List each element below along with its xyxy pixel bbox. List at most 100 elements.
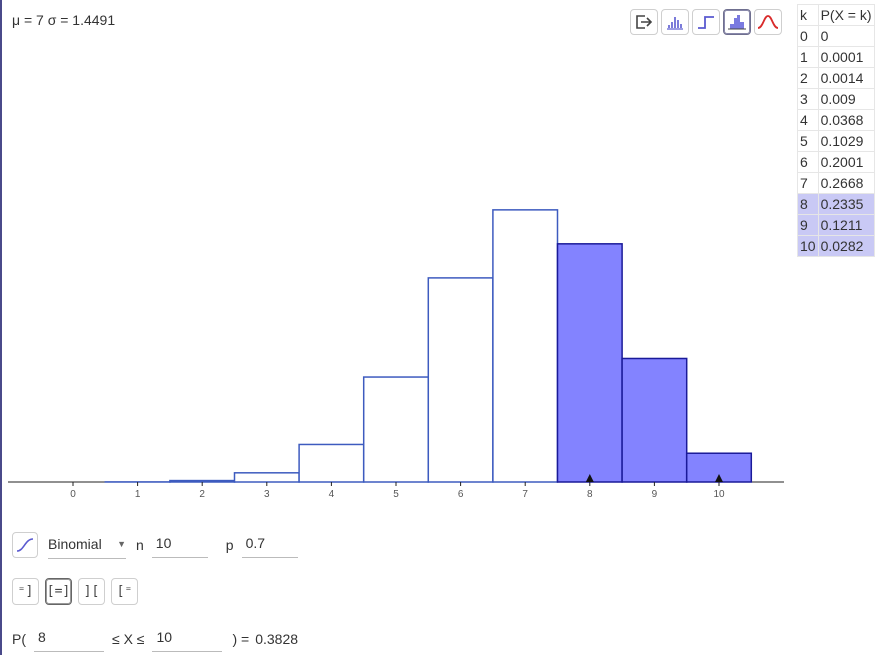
- histogram-bar: [492, 209, 559, 483]
- histogram-bar: [621, 357, 688, 483]
- table-cell-prob: 0.0001: [817, 46, 875, 68]
- cumulative-curve-icon: [16, 537, 34, 552]
- table-cell-k: 5: [797, 130, 819, 152]
- table-cell-prob: 0.2001: [817, 151, 875, 173]
- table-cell-k: 6: [797, 151, 819, 173]
- table-row: 3 0.009: [797, 88, 875, 110]
- x-tick-label: 2: [199, 489, 205, 500]
- interval-icon: [=]: [46, 584, 71, 599]
- histogram-bar: [556, 243, 623, 483]
- table-row: 10 0.0282: [797, 235, 875, 257]
- p-input-value: 0.7: [245, 535, 266, 551]
- interval-button[interactable]: [=]: [45, 578, 72, 605]
- probability-result: 0.3828: [255, 630, 299, 647]
- table-cell-prob: 0.1029: [817, 130, 875, 152]
- table-cell-k: 3: [797, 88, 819, 110]
- prob-middle: ≤ X ≤: [112, 630, 145, 647]
- table-row: 7 0.2668: [797, 172, 875, 194]
- table-cell-prob: 0.009: [817, 88, 875, 110]
- histogram-bar: [427, 277, 494, 483]
- upper-bound-value: 10: [156, 629, 173, 645]
- x-tick-label: 4: [329, 489, 335, 500]
- table-cell-k: 7: [797, 172, 819, 194]
- lower-bound-input[interactable]: 8: [34, 625, 104, 652]
- histogram-bar: [362, 376, 430, 483]
- probability-table: k P(X = k) 0 0 1 0.0001 2 0.0014 3 0.009 4 0.0368…: [797, 4, 875, 257]
- x-tick-label: 6: [458, 489, 464, 500]
- normal-curve-icon: [757, 15, 779, 29]
- table-cell-prob: 0.2668: [817, 172, 875, 194]
- step-graph-button[interactable]: [692, 9, 720, 35]
- table-cell-prob: 0.0014: [817, 67, 875, 89]
- two-tailed-icon: ][: [83, 584, 100, 599]
- n-label: n: [136, 536, 144, 553]
- table-row: 8 0.2335: [797, 193, 875, 215]
- x-tick-label: 7: [522, 489, 528, 500]
- p-input[interactable]: 0.7: [241, 531, 298, 558]
- histogram-chart: 0 1 2 3 4 5 6 7 8 9 10: [8, 209, 784, 500]
- table-cell-k: 9: [797, 214, 819, 236]
- table-cell-prob: 0.0368: [817, 109, 875, 131]
- left-sided-icon: ⁼]: [17, 584, 34, 599]
- histogram-bar: [169, 479, 236, 483]
- table-row: 5 0.1029: [797, 130, 875, 152]
- table-row: 9 0.1211: [797, 214, 875, 236]
- histogram-bar: [233, 472, 300, 483]
- bar-graph-button[interactable]: [661, 9, 689, 35]
- table-cell-prob: 0: [817, 25, 875, 47]
- right-sided-icon: [⁼: [116, 584, 133, 599]
- table-cell-k: 1: [797, 46, 819, 68]
- cumulative-toggle-button[interactable]: [12, 531, 38, 558]
- histogram-bar: [298, 443, 365, 483]
- view-toolbar: [630, 9, 782, 35]
- normal-curve-button[interactable]: [754, 9, 782, 35]
- export-button[interactable]: [630, 9, 658, 35]
- prob-suffix: ) =: [232, 630, 250, 647]
- x-tick-label: 1: [135, 489, 141, 500]
- distribution-select-value: Binomial: [48, 536, 102, 552]
- table-row: 6 0.2001: [797, 151, 875, 173]
- n-input[interactable]: 10: [151, 531, 208, 558]
- right-sided-button[interactable]: [⁼: [111, 578, 138, 605]
- distribution-select[interactable]: Binomial ▼: [48, 530, 126, 559]
- table-row: 2 0.0014: [797, 67, 875, 89]
- table-row: 4 0.0368: [797, 109, 875, 131]
- bar-graph-icon: [667, 17, 683, 30]
- upper-bound-input[interactable]: 10: [152, 625, 223, 652]
- table-cell-k: 4: [797, 109, 819, 131]
- x-tick-label: 8: [587, 489, 593, 500]
- x-tick-label: 3: [264, 489, 270, 500]
- histogram-button[interactable]: [723, 9, 751, 35]
- p-label: p: [225, 536, 234, 553]
- x-tick-label: 5: [393, 489, 399, 500]
- left-sided-button[interactable]: ⁼]: [12, 578, 39, 605]
- table-cell-prob: 0.1211: [817, 214, 875, 236]
- export-icon: [636, 15, 653, 29]
- distribution-row: Binomial ▼ n 10 p 0.7: [12, 530, 298, 559]
- n-input-value: 10: [155, 535, 172, 551]
- histogram-icon: [728, 15, 746, 30]
- interval-type-buttons: ⁼] [=] ][ [⁼: [12, 578, 138, 605]
- mean-sd-readout: μ = 7 σ = 1.4491: [12, 12, 116, 28]
- table-cell-prob: 0.0282: [817, 235, 875, 257]
- x-tick-label: 10: [713, 489, 725, 500]
- bound-marker[interactable]: [715, 474, 723, 482]
- table-header-k: k: [797, 4, 819, 26]
- table-cell-prob: 0.2335: [817, 193, 875, 215]
- table-header-prob: P(X = k): [817, 4, 875, 26]
- table-cell-k: 0: [797, 25, 819, 47]
- table-cell-k: 8: [797, 193, 819, 215]
- chevron-down-icon: ▼: [117, 539, 126, 549]
- x-tick-label: 9: [652, 489, 658, 500]
- lower-bound-value: 8: [38, 629, 46, 645]
- prob-prefix: P(: [12, 630, 26, 647]
- table-cell-k: 10: [797, 235, 819, 257]
- step-graph-icon: [698, 16, 714, 29]
- two-tailed-button[interactable]: ][: [78, 578, 105, 605]
- probability-row: P( 8 ≤ X ≤ 10 ) = 0.3828: [12, 625, 298, 652]
- window-left-border: [0, 0, 2, 655]
- table-cell-k: 2: [797, 67, 819, 89]
- bound-marker[interactable]: [585, 474, 594, 482]
- x-tick-label: 0: [70, 489, 76, 500]
